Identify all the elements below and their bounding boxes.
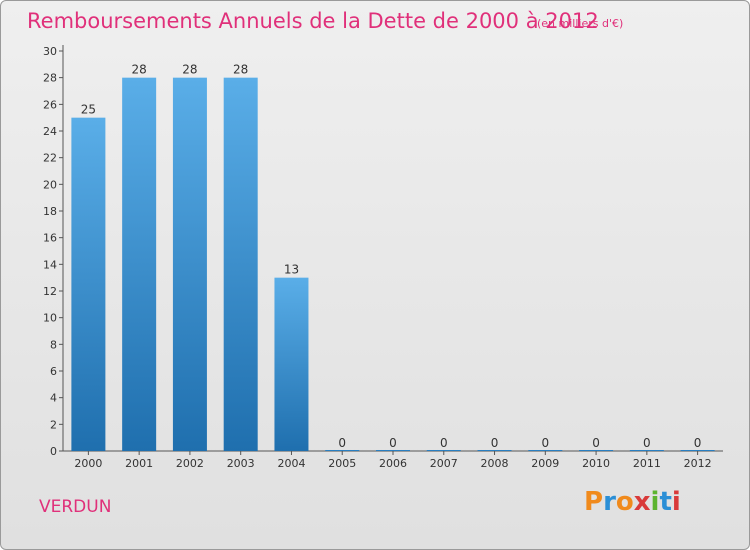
data-label: 0 [643,436,651,450]
chart-unit-label: (en milliers d'€) [537,17,624,30]
y-tick-label: 26 [43,98,57,111]
x-tick-label: 2001 [125,457,153,470]
x-tick-label: 2002 [176,457,204,470]
data-label: 0 [491,436,499,450]
bar [629,450,664,451]
data-label: 0 [694,436,702,450]
y-tick-label: 14 [43,258,57,271]
x-tick-label: 2009 [531,457,559,470]
x-tick-label: 2005 [328,457,356,470]
y-tick-label: 24 [43,125,57,138]
y-tick-label: 10 [43,312,57,325]
y-tick-label: 6 [50,365,57,378]
data-label: 0 [440,436,448,450]
x-tick-label: 2000 [74,457,102,470]
x-tick-label: 2012 [684,457,712,470]
x-tick-label: 2011 [633,457,661,470]
y-tick-label: 16 [43,232,57,245]
data-label: 0 [389,436,397,450]
bar [122,77,157,452]
y-tick-label: 2 [50,418,57,431]
x-tick-label: 2004 [277,457,305,470]
data-label: 0 [338,436,346,450]
y-tick-label: 28 [43,72,57,85]
logo-letter: o [615,487,634,517]
x-tick-label: 2003 [227,457,255,470]
bar [274,277,309,451]
data-label: 28 [182,63,197,77]
x-tick-label: 2007 [430,457,458,470]
y-tick-label: 20 [43,178,57,191]
data-label: 28 [132,63,147,77]
chart-title: Remboursements Annuels de la Dette de 20… [27,9,599,33]
y-tick-label: 22 [43,152,57,165]
logo-letter: x [633,487,651,517]
bar [71,117,106,452]
bar [325,450,360,451]
commune-name: VERDUN [39,497,112,517]
bar [376,450,410,451]
x-tick-label: 2010 [582,457,610,470]
logo-letter: i [671,487,681,517]
bar [579,450,614,451]
logo-letter: P [584,487,604,517]
bar [172,77,207,452]
bar [223,77,258,452]
y-tick-label: 30 [43,45,57,58]
bar [528,450,563,451]
y-tick-label: 4 [50,392,57,405]
data-label: 0 [541,436,549,450]
data-label: 25 [81,103,96,117]
logo-letter: i [650,487,660,517]
bar [680,450,715,451]
bar [477,450,512,451]
proxiti-logo: Proxiti [584,487,681,517]
data-label: 28 [233,63,248,77]
x-tick-label: 2008 [481,457,509,470]
logo-letter: r [603,487,616,517]
y-tick-label: 8 [50,338,57,351]
bar [426,450,461,451]
y-tick-label: 18 [43,205,57,218]
logo-letter: t [659,487,672,517]
y-tick-label: 0 [50,445,57,458]
y-tick-label: 12 [43,285,57,298]
data-label: 13 [284,263,299,277]
x-tick-label: 2006 [379,457,407,470]
data-label: 0 [592,436,600,450]
